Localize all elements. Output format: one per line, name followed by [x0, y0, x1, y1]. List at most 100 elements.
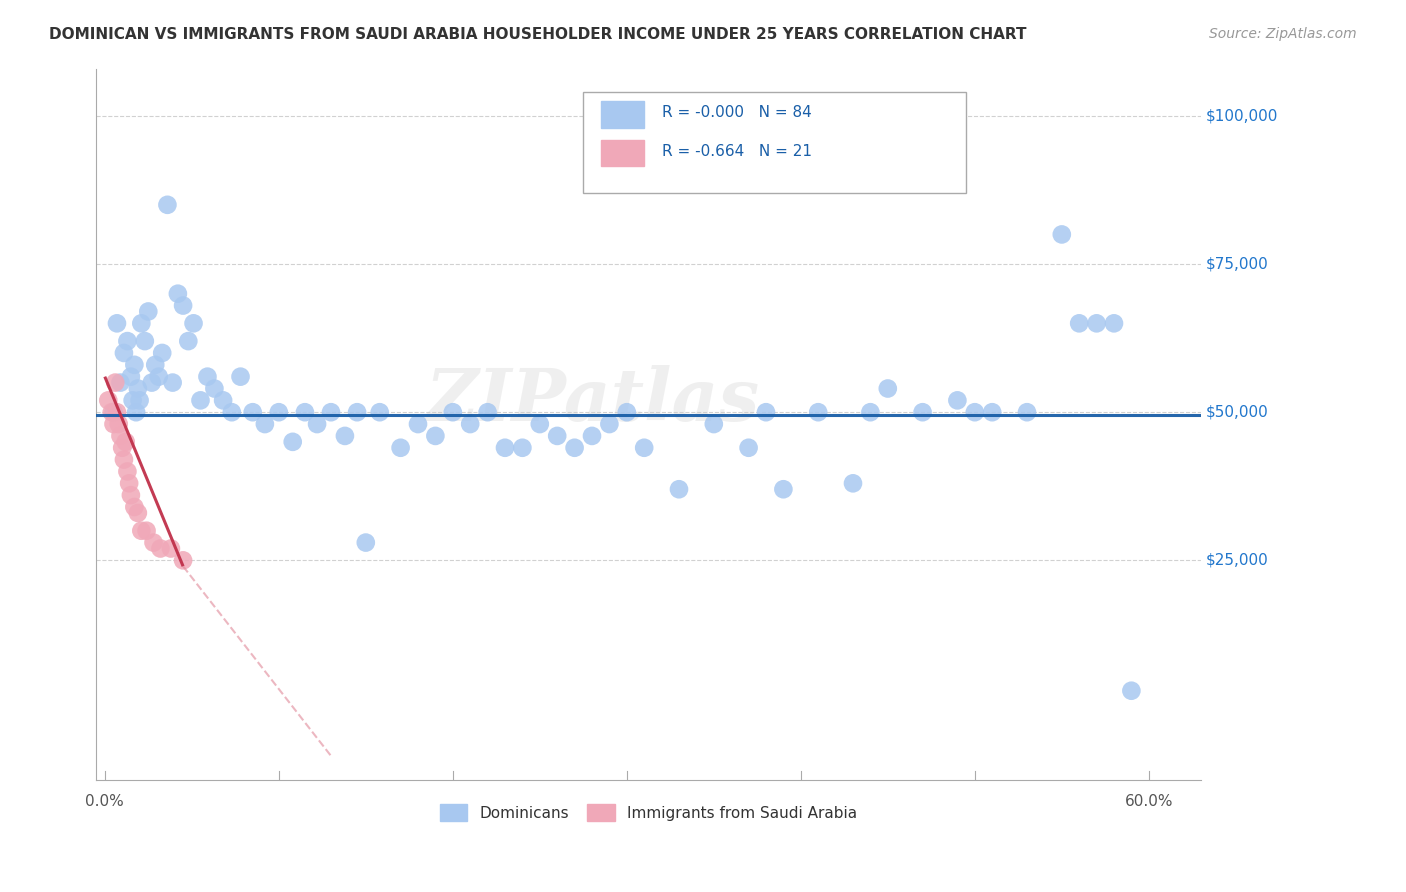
Point	[105, 316, 128, 330]
Point	[564, 441, 586, 455]
Point	[148, 369, 170, 384]
Point	[755, 405, 778, 419]
Point	[117, 334, 139, 348]
Point	[333, 429, 356, 443]
Point	[111, 441, 134, 455]
Point	[172, 553, 194, 567]
Legend: Dominicans, Immigrants from Saudi Arabia: Dominicans, Immigrants from Saudi Arabia	[436, 799, 862, 825]
Point	[911, 405, 934, 419]
Point	[103, 405, 125, 419]
Point	[807, 405, 830, 419]
Point	[368, 405, 391, 419]
Point	[125, 405, 148, 419]
Point	[253, 417, 276, 431]
Point	[1121, 683, 1143, 698]
Point	[112, 452, 135, 467]
Point	[100, 405, 122, 419]
Point	[406, 417, 429, 431]
Point	[110, 429, 132, 443]
Text: R = -0.000   N = 84: R = -0.000 N = 84	[662, 105, 811, 120]
Text: $75,000: $75,000	[1206, 257, 1270, 271]
Point	[859, 405, 882, 419]
Point	[668, 482, 690, 496]
Point	[118, 476, 141, 491]
Point	[354, 535, 377, 549]
Point	[458, 417, 481, 431]
Point	[842, 476, 865, 491]
Point	[389, 441, 412, 455]
Point	[142, 535, 165, 549]
Text: DOMINICAN VS IMMIGRANTS FROM SAUDI ARABIA HOUSEHOLDER INCOME UNDER 25 YEARS CORR: DOMINICAN VS IMMIGRANTS FROM SAUDI ARABI…	[49, 27, 1026, 42]
Text: Source: ZipAtlas.com: Source: ZipAtlas.com	[1209, 27, 1357, 41]
Point	[221, 405, 243, 419]
Point	[128, 393, 150, 408]
Point	[107, 417, 129, 431]
Point	[477, 405, 499, 419]
Point	[307, 417, 329, 431]
Text: $25,000: $25,000	[1206, 553, 1270, 568]
Point	[135, 524, 157, 538]
Point	[162, 376, 184, 390]
FancyBboxPatch shape	[583, 92, 966, 193]
Text: 60.0%: 60.0%	[1125, 795, 1173, 809]
Point	[197, 369, 219, 384]
Point	[529, 417, 551, 431]
Point	[149, 541, 172, 556]
Text: $50,000: $50,000	[1206, 405, 1270, 420]
Point	[1050, 227, 1073, 242]
Point	[946, 393, 969, 408]
Point	[319, 405, 342, 419]
Point	[737, 441, 759, 455]
Point	[703, 417, 725, 431]
Text: ZIPatlas: ZIPatlas	[425, 365, 759, 436]
Point	[294, 405, 316, 419]
Point	[136, 304, 159, 318]
Point	[1015, 405, 1038, 419]
Point	[124, 358, 146, 372]
Point	[150, 346, 173, 360]
Point	[633, 441, 655, 455]
Point	[172, 299, 194, 313]
Point	[104, 376, 127, 390]
Point	[876, 382, 898, 396]
Point	[131, 524, 153, 538]
Point	[183, 316, 205, 330]
Point	[117, 465, 139, 479]
Point	[134, 334, 156, 348]
Point	[1085, 316, 1108, 330]
Point	[97, 393, 120, 408]
Point	[127, 506, 149, 520]
Point	[114, 434, 136, 449]
Point	[963, 405, 986, 419]
Point	[127, 382, 149, 396]
Point	[494, 441, 516, 455]
Point	[131, 316, 153, 330]
Point	[1069, 316, 1091, 330]
Point	[204, 382, 226, 396]
Point	[546, 429, 568, 443]
Point	[167, 286, 190, 301]
Bar	[600, 101, 644, 128]
Point	[229, 369, 252, 384]
Text: 0.0%: 0.0%	[86, 795, 124, 809]
Point	[110, 376, 132, 390]
Text: R = -0.664   N = 21: R = -0.664 N = 21	[662, 144, 811, 159]
Point	[581, 429, 603, 443]
Point	[212, 393, 235, 408]
Point	[598, 417, 620, 431]
Bar	[600, 140, 644, 166]
Point	[267, 405, 290, 419]
Point	[772, 482, 794, 496]
Point	[441, 405, 464, 419]
Point	[141, 376, 163, 390]
Point	[281, 434, 304, 449]
Point	[121, 393, 143, 408]
Point	[105, 405, 128, 419]
Point	[112, 346, 135, 360]
Point	[190, 393, 212, 408]
Point	[177, 334, 200, 348]
Point	[103, 417, 125, 431]
Point	[242, 405, 264, 419]
Point	[981, 405, 1004, 419]
Point	[346, 405, 368, 419]
